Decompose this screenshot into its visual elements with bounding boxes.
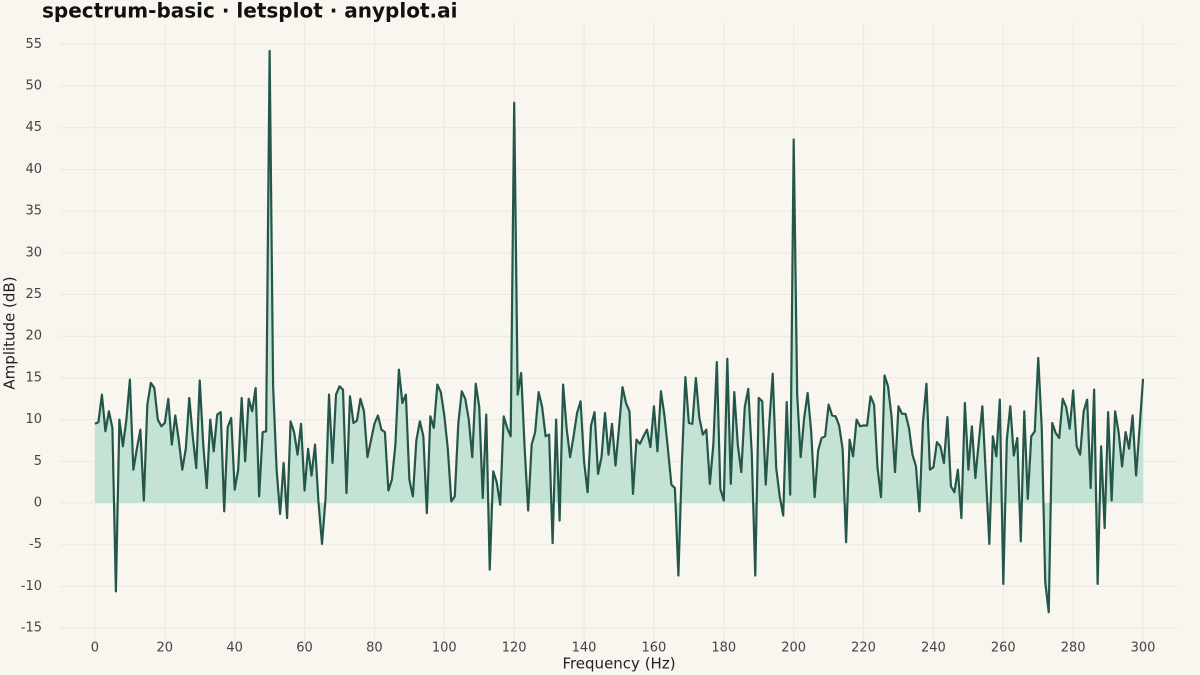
x-axis-label: Frequency (Hz): [562, 655, 675, 673]
y-tick-label: 35: [25, 204, 42, 219]
line: [94, 49, 1145, 614]
x-tick-label: 280: [1061, 641, 1086, 656]
y-tick-label: 5: [34, 454, 42, 469]
area: [94, 51, 1144, 613]
x-tick-label: 220: [851, 641, 876, 656]
plot: [94, 49, 1145, 614]
x-tick-label: 80: [366, 641, 383, 656]
x-tick-label: 140: [572, 641, 597, 656]
y-tick-label: 15: [25, 370, 42, 385]
x-tick-label: 300: [1131, 641, 1156, 656]
y-axis-label: Amplitude (dB): [1, 276, 19, 389]
y-tick-label: -10: [21, 579, 42, 594]
y-tick-label: 45: [25, 120, 42, 135]
chart-title: spectrum-basic · letsplot · anyplot.ai: [42, 0, 457, 23]
x-tick-label: 120: [502, 641, 527, 656]
y-tick-label: 40: [25, 162, 42, 177]
x-tick-label: 40: [226, 641, 243, 656]
x-tick-label: 260: [991, 641, 1016, 656]
y-tick-label: -5: [29, 537, 42, 552]
y-tick-label: 20: [25, 329, 42, 344]
y-tick-label: 0: [34, 496, 42, 511]
y-tick-label: 10: [25, 412, 42, 427]
x-tick-label: 160: [642, 641, 667, 656]
y-tick-label: -15: [21, 621, 42, 636]
y-tick-label: 25: [25, 287, 42, 302]
y-tick-label: 55: [25, 37, 42, 52]
x-tick-label: 200: [781, 641, 806, 656]
x-tick-label: 100: [432, 641, 457, 656]
x-tick-label: 20: [157, 641, 174, 656]
x-tick-label: 240: [921, 641, 946, 656]
x-tick-label: 180: [711, 641, 736, 656]
x-tick-label: 0: [91, 641, 99, 656]
x-tick-label: 60: [296, 641, 313, 656]
y-tick-label: 30: [25, 245, 42, 260]
y-tick-label: 50: [25, 79, 42, 94]
